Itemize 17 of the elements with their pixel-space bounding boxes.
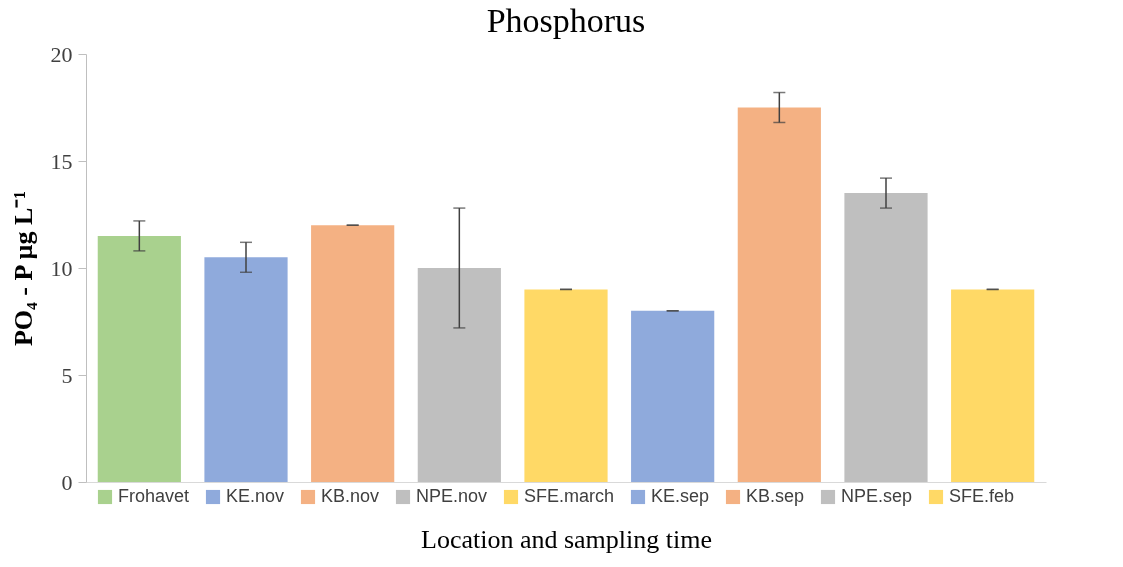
legend-label: Frohavet (118, 486, 190, 506)
legend-label: NPE.nov (416, 486, 488, 506)
chart-title: Phosphorus (486, 2, 646, 39)
legend-label: KB.nov (321, 486, 380, 506)
legend-label: KB.sep (746, 486, 805, 506)
y-tick-label: 15 (50, 148, 73, 174)
y-tick-label: 10 (50, 255, 73, 281)
x-axis-title: Location and sampling time (421, 524, 712, 554)
legend-label: KE.nov (226, 486, 285, 506)
y-axis-title: PO₄ - P µg L⁻¹ (8, 190, 38, 347)
y-tick-label: 0 (61, 469, 73, 495)
legend-label: SFE.march (524, 486, 615, 506)
y-tick-label: 5 (61, 362, 73, 388)
legend-label: KE.sep (651, 486, 710, 506)
y-tick-label: 20 (50, 41, 73, 67)
legend-label: NPE.sep (841, 486, 913, 506)
legend-label: SFE.feb (949, 486, 1015, 506)
